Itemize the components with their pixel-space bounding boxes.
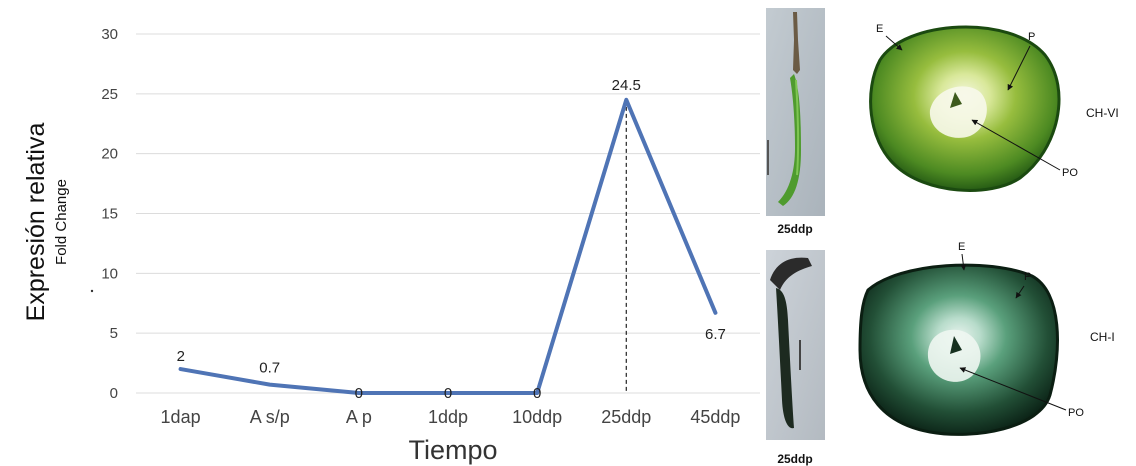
arrow-po-bottom — [959, 367, 1067, 411]
y-axis-ticks: 0 5 10 15 20 25 30 — [101, 26, 118, 402]
photo-caption-bottom: 25ddp — [777, 452, 812, 466]
y-tick-label: 15 — [101, 206, 118, 223]
x-tick-label: A p — [346, 407, 372, 427]
x-tick-label: 25ddp — [601, 407, 651, 427]
x-axis-ticks: 1dap A s/p A p 1ddp 10ddp 25ddp 45ddp — [161, 407, 741, 427]
label-e-bottom: E — [958, 241, 965, 253]
data-label: 0.7 — [259, 360, 280, 377]
data-label: 0 — [444, 385, 452, 402]
cross-section-bottom — [858, 263, 1059, 436]
x-tick-label: 45ddp — [690, 407, 740, 427]
arrow-p-top — [1007, 45, 1031, 91]
arrow-e-top — [885, 35, 903, 51]
data-label: 0 — [533, 385, 541, 402]
y-axis-sublabel: Fold Change — [53, 179, 70, 265]
label-e-top: E — [876, 23, 883, 35]
photo-caption-top: 25ddp — [777, 222, 812, 236]
y-tick-label: 10 — [101, 265, 118, 282]
arrow-p-bottom — [1015, 285, 1025, 299]
y-axis-label: Expresión relativa — [22, 123, 50, 322]
data-label: 24.5 — [612, 77, 641, 94]
data-label: 2 — [177, 348, 185, 365]
y-tick-label: 30 — [101, 26, 118, 43]
y-tick-label: 25 — [101, 86, 118, 103]
photo-fruit-bottom — [766, 250, 825, 440]
section-name-bottom: CH-I — [1090, 330, 1115, 344]
photo-fruit-top — [766, 8, 825, 216]
x-tick-label: 10ddp — [512, 407, 562, 427]
arrow-po-top — [971, 119, 1061, 171]
data-label: 6.7 — [705, 326, 726, 343]
cross-section-top — [869, 25, 1061, 192]
series-line — [178, 97, 718, 395]
x-tick-label: A s/p — [250, 407, 290, 427]
stray-dot — [90, 289, 94, 293]
section-name-top: CH-VI — [1086, 106, 1119, 120]
data-label: 0 — [355, 385, 363, 402]
y-tick-label: 5 — [110, 325, 118, 342]
x-axis-label: Tiempo — [408, 435, 497, 465]
label-po-bottom: PO — [1068, 407, 1084, 419]
y-tick-label: 20 — [101, 146, 118, 163]
data-labels: 2 0.7 0 0 0 24.5 6.7 — [177, 77, 726, 402]
label-p-top: P — [1028, 31, 1035, 43]
label-p-bottom: P — [1024, 271, 1031, 283]
x-tick-label: 1ddp — [428, 407, 468, 427]
arrow-e-bottom — [960, 253, 967, 271]
x-tick-label: 1dap — [161, 407, 201, 427]
label-po-top: PO — [1062, 167, 1078, 179]
y-tick-label: 0 — [110, 385, 118, 402]
gridlines — [136, 33, 760, 394]
